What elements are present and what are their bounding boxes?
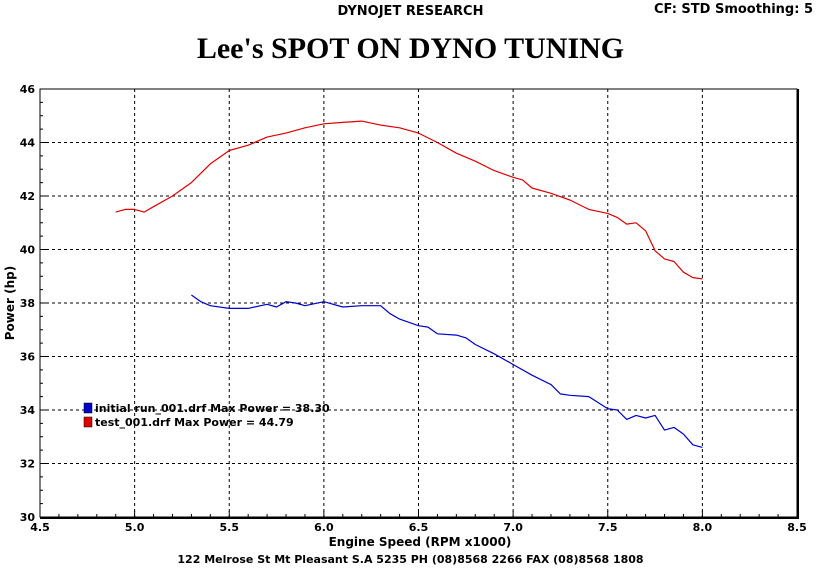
y-tick-labels: 30 32 34 36 38 40 42 44 46: [20, 83, 36, 524]
y-axis-label: Power (hp): [3, 266, 17, 340]
x-axis-label: Engine Speed (RPM x1000): [329, 535, 512, 549]
company-header: DYNOJET RESEARCH: [337, 4, 484, 19]
y-tick-label: 44: [20, 137, 36, 150]
legend-swatch-test: [83, 416, 93, 428]
settings-header: CF: STD Smoothing: 5: [653, 2, 813, 17]
y-tick-label: 34: [20, 404, 36, 417]
axis-ticks: [39, 88, 798, 518]
series-lines: [115, 120, 703, 448]
y-tick-label: 42: [20, 190, 35, 203]
x-tick-label: 8.5: [787, 521, 807, 534]
footer-address: 122 Melrose St Mt Pleasant S.A 5235 PH (…: [177, 553, 644, 566]
x-tick-label: 5.5: [220, 521, 240, 534]
legend-label-initial: initial run_001.drf Max Power = 38.30: [95, 402, 330, 415]
series-line-test: [115, 120, 703, 280]
x-tick-label: 8.0: [693, 521, 713, 534]
x-tick-label: 7.0: [503, 521, 523, 534]
legend-label-test: test_001.drf Max Power = 44.79: [95, 416, 294, 429]
x-tick-label: 6.5: [409, 521, 429, 534]
y-tick-label: 40: [20, 244, 36, 257]
y-tick-label: 36: [20, 351, 36, 364]
grid: [40, 89, 797, 517]
x-tick-labels: 4.5 5.0 5.5 6.0 6.5 7.0 7.5 8.0 8.5: [30, 521, 807, 534]
y-tick-label: 30: [20, 511, 36, 524]
x-tick-label: 5.0: [125, 521, 145, 534]
y-tick-label: 46: [20, 83, 36, 96]
legend-swatch-initial: [83, 402, 93, 414]
series-line-initial-run: [191, 294, 703, 448]
x-tick-label: 4.5: [30, 521, 50, 534]
legend: initial run_001.drf Max Power = 38.30 te…: [83, 402, 330, 429]
x-tick-label: 7.5: [598, 521, 618, 534]
chart-title: Lee's SPOT ON DYNO TUNING: [196, 32, 625, 65]
x-tick-label: 6.0: [314, 521, 334, 534]
y-tick-label: 32: [20, 458, 35, 471]
y-tick-label: 38: [20, 297, 35, 310]
